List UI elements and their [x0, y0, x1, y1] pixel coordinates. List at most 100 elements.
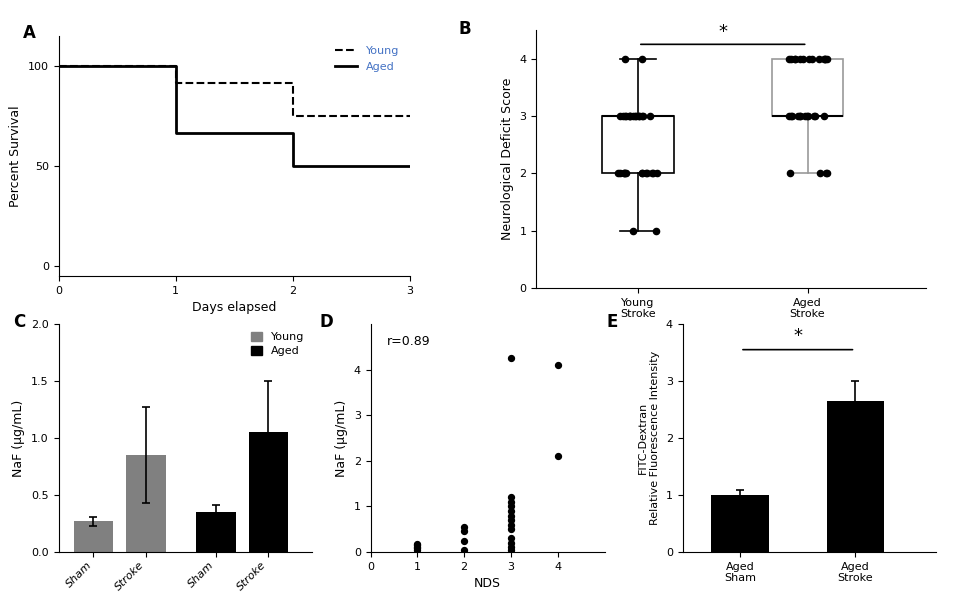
Point — [800, 111, 816, 121]
Point — [792, 111, 807, 121]
Aged — [53, 62, 64, 70]
Text: A: A — [23, 24, 36, 42]
Point — [610, 169, 626, 178]
Point — [816, 54, 832, 64]
Point — [781, 111, 797, 121]
Point — [616, 169, 632, 178]
Point — [503, 538, 519, 548]
Point — [783, 111, 799, 121]
Y-axis label: Percent Survival: Percent Survival — [9, 105, 22, 207]
Point — [796, 54, 811, 64]
PathPatch shape — [603, 116, 674, 173]
Point — [648, 226, 664, 235]
Point — [550, 360, 566, 370]
Point — [645, 169, 661, 178]
Legend: Young, Aged: Young, Aged — [249, 329, 306, 358]
Point — [616, 169, 632, 178]
Point — [819, 54, 835, 64]
Point — [644, 169, 659, 178]
Point — [622, 111, 638, 121]
Point — [503, 511, 519, 520]
Y-axis label: Neurological Deficit Score: Neurological Deficit Score — [501, 78, 514, 240]
Point — [617, 169, 633, 178]
Point — [784, 111, 800, 121]
Point — [550, 451, 566, 461]
Text: C: C — [13, 313, 25, 331]
Point — [503, 533, 519, 543]
Point — [800, 111, 815, 121]
Bar — [74, 521, 113, 552]
Point — [811, 54, 827, 64]
Point — [503, 524, 519, 534]
Point — [503, 520, 519, 529]
Point — [612, 169, 628, 178]
Point — [642, 111, 657, 121]
Point — [618, 169, 634, 178]
Aged — [170, 62, 181, 70]
Point — [788, 54, 803, 64]
Point — [806, 111, 822, 121]
Point — [634, 111, 649, 121]
Point — [625, 226, 641, 235]
Point — [818, 169, 834, 178]
Aged — [287, 129, 298, 136]
Point — [622, 111, 638, 121]
Text: r=0.89: r=0.89 — [387, 335, 431, 349]
Point — [635, 169, 650, 178]
Point — [503, 542, 519, 552]
Point — [781, 54, 797, 64]
X-axis label: Days elapsed: Days elapsed — [192, 301, 276, 314]
Bar — [196, 512, 236, 552]
Point — [812, 169, 828, 178]
Point — [790, 111, 805, 121]
Point — [611, 111, 627, 121]
Point — [503, 493, 519, 502]
Point — [456, 527, 472, 536]
Young — [53, 62, 64, 70]
Bar — [249, 432, 288, 552]
Point — [503, 502, 519, 511]
Point — [503, 353, 519, 363]
Point — [622, 111, 638, 121]
Point — [649, 169, 665, 178]
Point — [792, 111, 807, 121]
Point — [639, 169, 654, 178]
Point — [818, 54, 834, 64]
Y-axis label: NaF (µg/mL): NaF (µg/mL) — [13, 400, 25, 476]
Point — [503, 497, 519, 506]
Text: D: D — [319, 313, 332, 331]
Point — [816, 111, 832, 121]
Text: E: E — [606, 313, 618, 331]
Point — [640, 169, 655, 178]
Point — [631, 111, 646, 121]
Point — [410, 541, 425, 550]
Point — [617, 54, 633, 64]
Young — [170, 79, 181, 86]
Point — [410, 542, 425, 551]
Point — [615, 111, 631, 121]
Young — [287, 79, 298, 86]
Bar — [827, 401, 884, 552]
Point — [410, 539, 425, 548]
Point — [618, 111, 634, 121]
Point — [801, 54, 817, 64]
Young — [287, 112, 298, 119]
Point — [787, 54, 802, 64]
Point — [628, 111, 644, 121]
PathPatch shape — [772, 59, 843, 116]
X-axis label: NDS: NDS — [474, 577, 501, 590]
Point — [410, 545, 425, 554]
Point — [456, 545, 472, 554]
Text: B: B — [458, 20, 471, 38]
Point — [635, 111, 650, 121]
Point — [503, 515, 519, 525]
Text: *: * — [794, 327, 802, 345]
Young — [170, 62, 181, 70]
Point — [410, 544, 425, 553]
Aged — [170, 129, 181, 136]
Point — [803, 54, 819, 64]
Point — [503, 506, 519, 516]
Point — [456, 536, 472, 545]
Point — [634, 169, 649, 178]
Point — [798, 111, 813, 121]
